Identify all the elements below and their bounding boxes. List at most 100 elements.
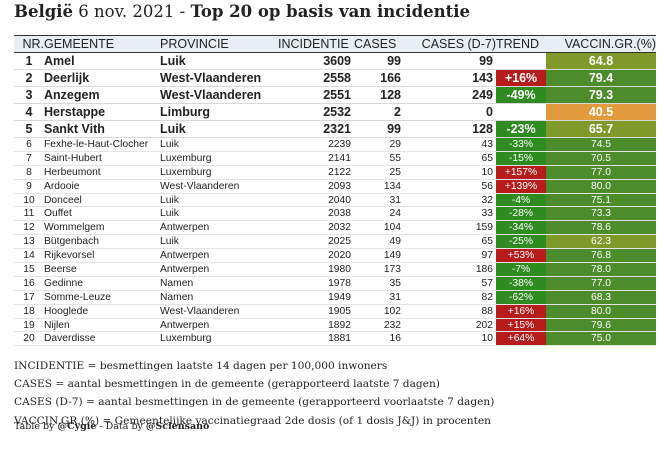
cell-incidentie: 2551 [278,86,354,104]
cell-incidentie: 2558 [278,69,354,87]
cell-provincie: West-Vlaanderen [160,69,278,87]
cell-nr: 19 [14,318,44,333]
cell-provincie: Antwerpen [160,220,278,236]
cell-incidentie: 1949 [278,290,354,305]
cell-nr: 16 [14,276,44,291]
cell-incidentie: 2239 [278,137,354,152]
cell-trend [496,103,546,121]
table-row: 8 Herbeumont Luxemburg 2122 25 10 +157% 77.0 [14,165,656,180]
cell-incidentie: 1980 [278,262,354,277]
cell-cases-d7: 202 [404,318,496,333]
cell-provincie: Luik [160,137,278,152]
table-row: 5 Sankt Vith Luik 2321 99 128 -23% 65.7 [14,120,656,138]
cell-vaccin: 75.1 [546,193,656,208]
cell-provincie: West-Vlaanderen [160,86,278,104]
cell-cases-d7: 82 [404,290,496,305]
credit-data-prefix: - Data by [96,421,143,432]
cell-provincie: Limburg [160,103,278,121]
cell-vaccin: 73.3 [546,206,656,222]
cell-cases-d7: 249 [404,86,496,104]
cell-vaccin: 70.5 [546,151,656,166]
cell-trend: +16% [496,304,546,319]
cell-cases: 104 [354,220,404,236]
cell-cases-d7: 10 [404,165,496,180]
cell-trend: +15% [496,318,546,333]
cell-cases-d7: 128 [404,120,496,138]
table-row: 19 Nijlen Antwerpen 1892 232 202 +15% 79.6 [14,318,656,333]
cell-cases-d7: 143 [404,69,496,87]
cell-provincie: Luik [160,206,278,222]
page-title: België 6 nov. 2021 - Top 20 op basis van… [14,2,470,21]
note-cases: CASES = aantal besmettingen in de gemeen… [14,378,440,391]
table-row: 17 Somme-Leuze Namen 1949 31 82 -62% 68.3 [14,290,656,305]
table-row: 14 Rijkevorsel Antwerpen 2020 149 97 +53% 76.8 [14,248,656,264]
cell-trend: +139% [496,179,546,194]
cell-incidentie: 2321 [278,120,354,138]
cell-nr: 1 [14,52,44,70]
cell-vaccin: 80.0 [546,179,656,194]
col-header-vaccin: VACCIN.GR.(%) [546,35,656,53]
cell-vaccin: 68.3 [546,290,656,305]
cell-vaccin: 79.3 [546,86,656,104]
cell-gemeente: Deerlijk [44,69,160,87]
cell-nr: 8 [14,165,44,180]
col-header-trend: TREND [496,35,546,53]
cell-gemeente: Wommelgem [44,220,160,236]
cell-gemeente: Hooglede [44,304,160,319]
cell-incidentie: 2020 [278,248,354,264]
cell-gemeente: Ardooie [44,179,160,194]
table-body: 1 Amel Luik 3609 99 99 64.8 2 Deerlijk West-Vlaan… [14,52,656,347]
table-row: 6 Fexhe-le-Haut-Clocher Luik 2239 29 43 -33% 74… [14,137,656,152]
table-row: 11 Ouffet Luik 2038 24 33 -28% 73.3 [14,206,656,222]
cell-nr: 4 [14,103,44,121]
cell-provincie: West-Vlaanderen [160,179,278,194]
cell-incidentie: 1905 [278,304,354,319]
col-header-cases: CASES [354,35,404,53]
cell-gemeente: Sankt Vith [44,120,160,138]
cell-trend: -7% [496,262,546,277]
cell-provincie: Luik [160,193,278,208]
cell-nr: 7 [14,151,44,166]
cell-nr: 10 [14,193,44,208]
cell-trend: +157% [496,165,546,180]
cell-provincie: West-Vlaanderen [160,304,278,319]
title-country: België [14,2,74,21]
cell-provincie: Namen [160,276,278,291]
cell-cases-d7: 43 [404,137,496,152]
incidence-table: NR. GEMEENTE PROVINCIE INCIDENTIE CASES … [14,35,656,347]
cell-cases: 29 [354,137,404,152]
cell-vaccin: 80.0 [546,304,656,319]
table-row: 12 Wommelgem Antwerpen 2032 104 159 -34% 78.6 [14,220,656,236]
cell-gemeente: Anzegem [44,86,160,104]
cell-cases: 149 [354,248,404,264]
table-header-row: NR. GEMEENTE PROVINCIE INCIDENTIE CASES … [14,35,656,53]
cell-vaccin: 78.6 [546,220,656,236]
cell-provincie: Antwerpen [160,248,278,264]
cell-provincie: Luxemburg [160,331,278,347]
table-row: 2 Deerlijk West-Vlaanderen 2558 166 143 +16% 79… [14,69,656,87]
cell-cases-d7: 97 [404,248,496,264]
table-row: 18 Hooglede West-Vlaanderen 1905 102 88 +16% 80… [14,304,656,319]
cell-provincie: Luik [160,234,278,250]
cell-nr: 12 [14,220,44,236]
cell-cases: 16 [354,331,404,347]
cell-cases: 25 [354,165,404,180]
cell-cases: 24 [354,206,404,222]
col-header-gemeente: GEMEENTE [44,35,160,53]
cell-incidentie: 2141 [278,151,354,166]
table-row: 10 Donceel Luik 2040 31 32 -4% 75.1 [14,193,656,208]
cell-gemeente: Amel [44,52,160,70]
cell-trend: +64% [496,331,546,347]
cell-gemeente: Bütgenbach [44,234,160,250]
cell-trend: -38% [496,276,546,291]
cell-provincie: Antwerpen [160,262,278,277]
cell-trend: -62% [496,290,546,305]
cell-gemeente: Herstappe [44,103,160,121]
cell-incidentie: 2122 [278,165,354,180]
cell-nr: 11 [14,206,44,222]
notes: INCIDENTIE = besmettingen laatste 14 dag… [14,357,494,430]
cell-cases-d7: 186 [404,262,496,277]
cell-cases-d7: 10 [404,331,496,347]
cell-vaccin: 78.0 [546,262,656,277]
credit-line: Table by @Cygie - Data by @Sciensano [14,421,209,432]
